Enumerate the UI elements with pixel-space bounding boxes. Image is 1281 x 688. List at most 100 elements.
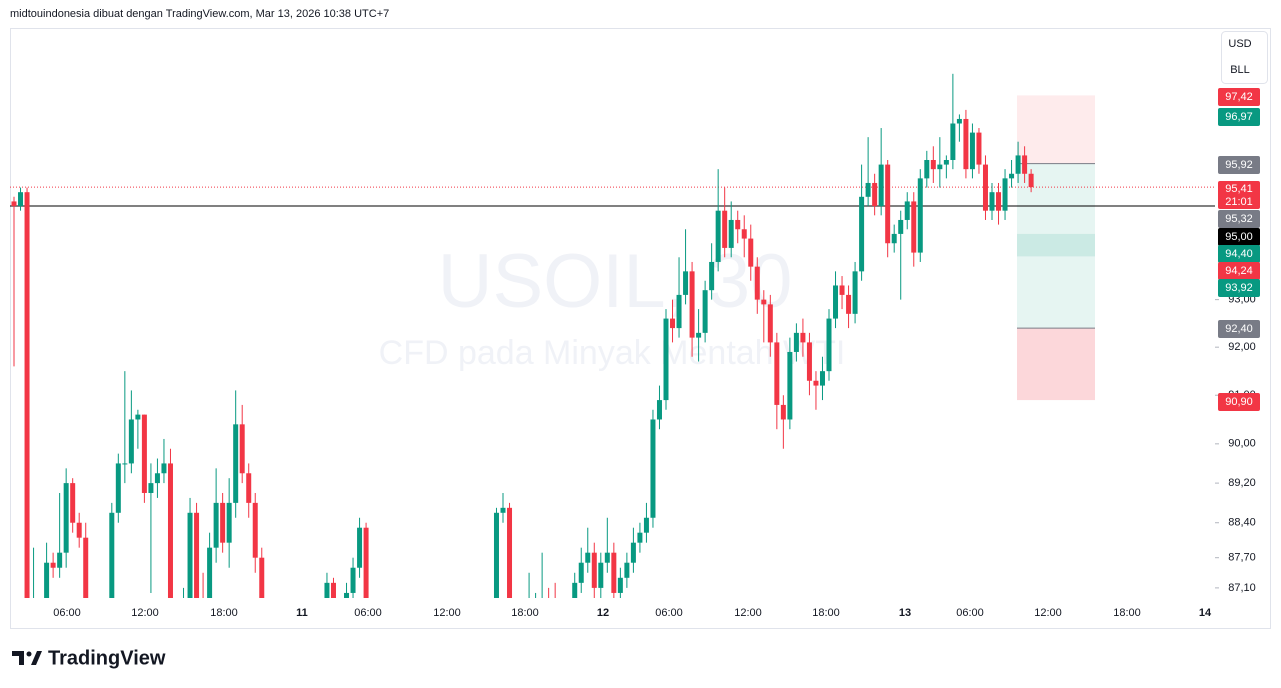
y-tick-label: 92,00 (1228, 341, 1256, 353)
position-target (1017, 95, 1095, 164)
candle-body (566, 613, 571, 628)
candle-body (735, 219, 741, 230)
candle-body (122, 463, 128, 465)
candle-body (207, 547, 213, 598)
candle-body (591, 552, 597, 588)
price-label-box (1218, 279, 1260, 297)
candle-body (833, 285, 839, 319)
candle-body (702, 290, 708, 333)
candle-body (611, 552, 617, 593)
candle-body (279, 634, 284, 644)
candle-body (18, 192, 24, 207)
x-tick-label: 18:00 (812, 607, 840, 619)
price-label-box (1218, 108, 1260, 126)
frame (10, 28, 1271, 629)
candle-body (996, 192, 1002, 211)
candle-body (233, 424, 239, 503)
candle-body (115, 463, 121, 513)
x-tick-label: 06:00 (354, 607, 382, 619)
candle-body (1028, 173, 1034, 188)
candle-body (630, 542, 636, 563)
candle-body (728, 219, 734, 248)
candle-body (793, 332, 799, 352)
x-tick-label: 11 (296, 607, 308, 619)
price-label-box (1218, 228, 1260, 246)
x-tick-label: 12:00 (1034, 607, 1062, 619)
y-tick-label: 89,20 (1228, 477, 1256, 489)
candle-body (715, 210, 721, 262)
candle-body (377, 634, 382, 639)
candle-body (187, 512, 193, 598)
header: midtouindonesia dibuat dengan TradingVie… (10, 8, 389, 20)
candle-body (318, 618, 323, 628)
candle-body (578, 562, 584, 583)
countdown: 21:01 (1225, 196, 1253, 208)
candle-body (656, 400, 662, 420)
candle-body (872, 182, 878, 207)
price-label: 96,97 (1225, 111, 1253, 123)
candle-body (292, 634, 297, 639)
candle-body (493, 512, 499, 598)
candle-body (663, 318, 669, 401)
x-tick-label: 14 (1199, 607, 1212, 619)
position-stop (1017, 328, 1095, 401)
candle-body (396, 628, 401, 633)
unit[interactable]: BLL (1230, 64, 1250, 76)
candle-body (754, 266, 760, 300)
candle-body (670, 318, 676, 329)
candle-body (246, 473, 252, 503)
candle-body (800, 332, 806, 343)
candle-body (435, 639, 440, 644)
candle-body (167, 463, 173, 598)
candle-body (252, 502, 258, 558)
candle-body (826, 318, 832, 372)
candle-body (722, 210, 728, 248)
candle-body (429, 634, 434, 644)
candle-body (344, 592, 350, 598)
y-tick-label: 88,40 (1228, 517, 1256, 529)
candle-body (201, 613, 206, 618)
x-tick-label: 06:00 (655, 607, 683, 619)
candle-body (898, 219, 904, 234)
candle-body (806, 342, 812, 381)
candle-body (330, 582, 336, 598)
candle-body (259, 557, 265, 598)
candle-body (930, 160, 936, 170)
price-label-box (1218, 320, 1260, 338)
candle-body (226, 502, 232, 543)
candle-body (24, 192, 30, 598)
candle-body (213, 502, 219, 548)
position-band (1017, 233, 1095, 257)
currency-box[interactable] (1221, 31, 1268, 84)
candle-body (937, 164, 943, 170)
y-tick-label: 87,70 (1228, 552, 1256, 564)
x-tick-label: 12:00 (734, 607, 762, 619)
price-label: 95,00 (1225, 231, 1253, 243)
candle-body (324, 582, 330, 598)
candle-body (461, 628, 466, 633)
y-tick-label: 87,10 (1228, 582, 1256, 594)
candle-body (148, 483, 154, 493)
candle-body (846, 294, 852, 314)
candle-body (527, 618, 532, 628)
price-label: 95,32 (1225, 213, 1253, 225)
candle-body (676, 294, 682, 329)
x-tick-label: 18:00 (210, 607, 238, 619)
price-label: 94,40 (1225, 248, 1253, 260)
candle-body (553, 613, 558, 623)
price-label-box (1218, 393, 1260, 411)
price-label-box (1218, 245, 1260, 263)
candle-body (109, 512, 115, 598)
candle-body (819, 371, 825, 386)
candle-body (617, 577, 623, 593)
candle-body (969, 132, 975, 170)
candle-body (285, 639, 290, 644)
candle-body (11, 201, 17, 207)
candle-body (63, 483, 69, 553)
currency[interactable]: USD (1228, 38, 1251, 50)
candle-body (572, 582, 578, 598)
candle-body (455, 623, 460, 628)
candle-body (976, 132, 982, 165)
candle-body (1022, 155, 1028, 174)
